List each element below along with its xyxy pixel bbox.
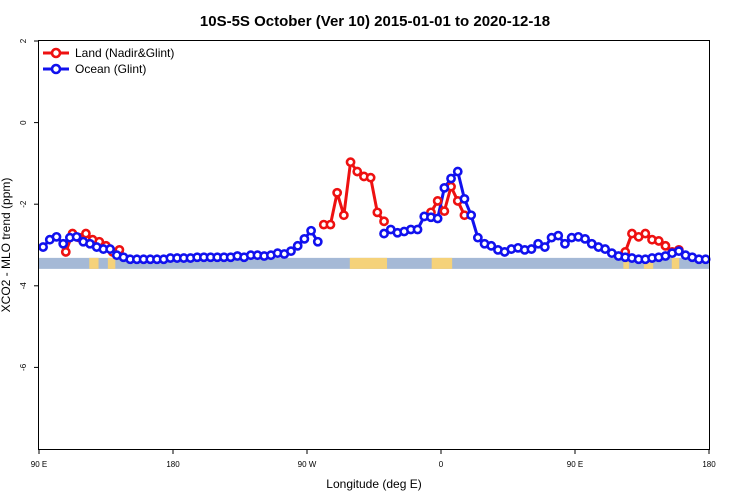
land-data-point (345, 157, 356, 168)
ocean-data-point (466, 210, 477, 221)
legend: Land (Nadir&Glint) Ocean (Glint) (43, 46, 174, 76)
x-tick-label: 0 (439, 460, 444, 469)
x-axis-label: Longitude (deg E) (326, 477, 421, 491)
legend-marker (50, 63, 62, 75)
land-data-point (379, 216, 389, 227)
ocean-data-point (38, 242, 48, 252)
land-data-point (432, 196, 443, 206)
ocean-data-point (526, 244, 537, 254)
ocean-data-point (306, 225, 316, 236)
ocean-data-point (580, 233, 590, 244)
x-tick-label: 90 W (298, 460, 317, 469)
x-axis: 90 E 180 90 W 0 90 E 180 (31, 449, 716, 469)
legend-marker (50, 47, 62, 59)
y-tick-label: -4 (19, 282, 28, 290)
ocean-data-point (472, 232, 483, 243)
y-tick-label: 0 (19, 120, 28, 125)
land-data-point (365, 172, 376, 183)
ocean-data-point (452, 166, 463, 177)
land-data-point (60, 247, 71, 257)
y-tick-label: -6 (19, 363, 28, 371)
land-data-point (352, 166, 363, 177)
ocean-data-point (105, 244, 115, 254)
chart-title: 10S-5S October (Ver 10) 2015-01-01 to 20… (200, 13, 550, 30)
ocean-data-point (292, 240, 303, 251)
land-data-point (653, 236, 664, 246)
y-tick-label: 2 (19, 38, 28, 43)
land-data-point (660, 240, 671, 251)
ocean-data-point (299, 233, 310, 244)
ocean-data-point (379, 228, 389, 239)
y-tick-label: -2 (19, 200, 28, 208)
ocean-data-point (560, 238, 570, 249)
land-data-point (372, 207, 383, 218)
land-data-point (338, 210, 349, 221)
land-data-point (81, 228, 91, 239)
ocean-data-point (459, 193, 470, 204)
ocean-data-point (600, 244, 611, 254)
ocean-data-point (51, 231, 62, 242)
ocean-data-point (286, 246, 296, 257)
plot-area (38, 157, 711, 269)
x-tick-label: 180 (702, 460, 716, 469)
land-data-point (325, 219, 336, 230)
ocean-data-point (312, 236, 323, 247)
y-axis: 2 0 -2 -4 -6 (19, 38, 39, 371)
ocean-data-point (539, 242, 550, 252)
land-data-point (439, 206, 450, 217)
ocean-data-point (58, 238, 69, 249)
plot-frame (38, 40, 710, 450)
legend-label: Land (Nadir&Glint) (75, 46, 174, 60)
y-axis-label: XCO2 - MLO trend (ppm) (0, 178, 13, 313)
ocean-data-point (71, 231, 82, 242)
ocean-data-point (446, 173, 456, 184)
ocean-data-point (439, 182, 450, 193)
legend-label: Ocean (Glint) (75, 62, 146, 76)
ocean-data-point (432, 213, 443, 224)
x-tick-label: 90 E (567, 460, 583, 469)
ocean-data-point (700, 254, 711, 265)
x-tick-label: 90 E (31, 460, 47, 469)
land-data-point (332, 187, 343, 198)
land-series-line (323, 160, 386, 227)
ocean-data-point (486, 240, 497, 251)
ocean-data-point (673, 246, 684, 257)
ocean-data-point (412, 224, 423, 235)
x-tick-label: 180 (166, 460, 180, 469)
land-data-point (640, 228, 651, 239)
ocean-data-point (553, 230, 564, 241)
